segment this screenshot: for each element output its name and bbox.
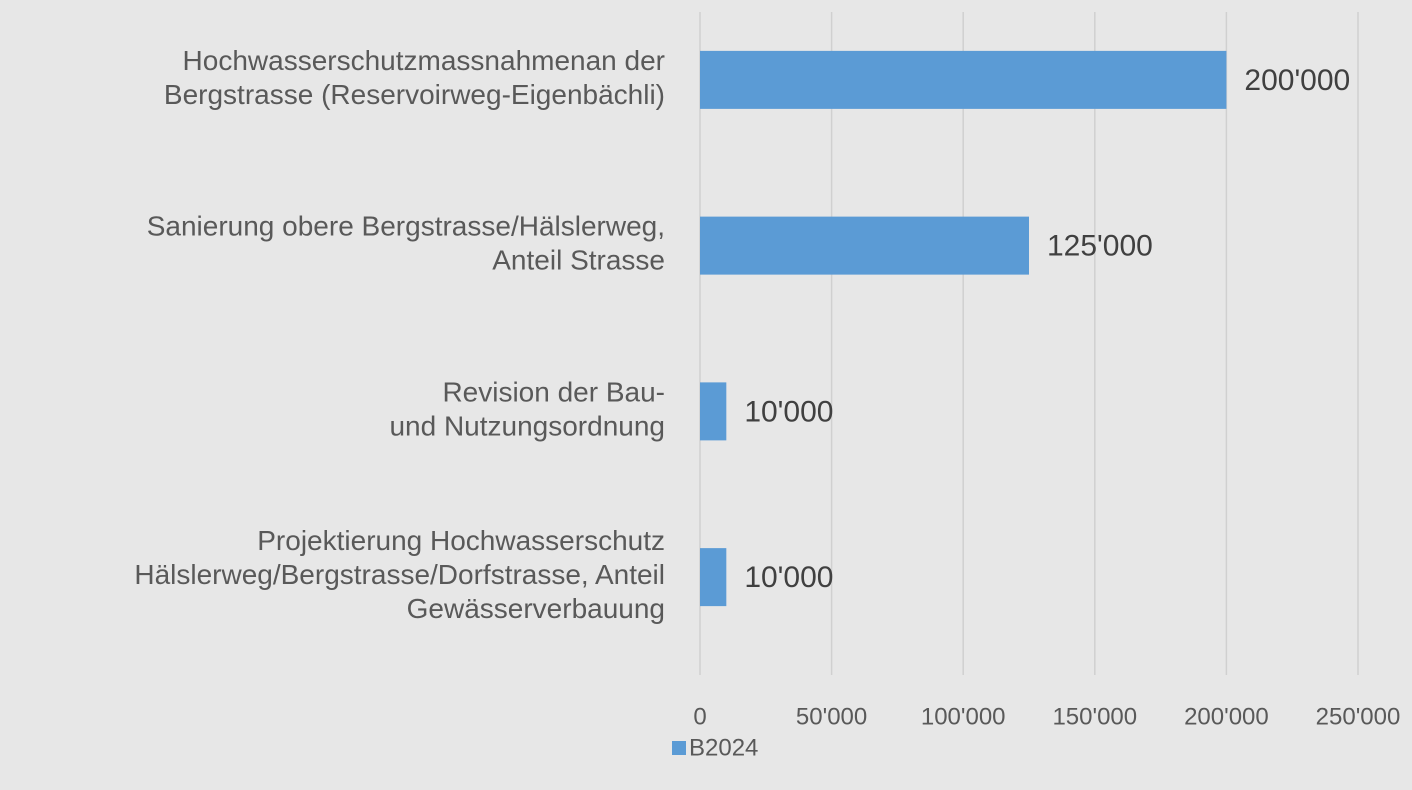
bar xyxy=(700,216,1029,275)
y-tick-label: Sanierung obere Bergstrasse/Hälslerweg, A… xyxy=(147,211,665,276)
x-tick-label: 250'000 xyxy=(1316,703,1401,730)
x-tick-label: 100'000 xyxy=(921,703,1006,730)
value-label: 10'000 xyxy=(744,561,833,594)
value-label: 200'000 xyxy=(1244,64,1350,97)
value-label: 125'000 xyxy=(1047,230,1153,263)
value-label: 10'000 xyxy=(744,395,833,428)
y-tick-label: Hochwasserschutzmassnahmenan der Bergstra… xyxy=(164,45,665,110)
x-tick-label: 50'000 xyxy=(796,703,867,730)
y-tick-label: Revision der Bau-und Nutzungsordnung xyxy=(389,377,665,442)
legend-label: B2024 xyxy=(689,734,758,761)
bar xyxy=(700,382,727,441)
y-tick-label: Projektierung Hochwasserschutz Hälslerweg… xyxy=(134,526,665,625)
legend-swatch xyxy=(672,741,686,755)
x-tick-label: 200'000 xyxy=(1184,703,1269,730)
x-tick-label: 150'000 xyxy=(1052,703,1137,730)
bar xyxy=(700,548,727,607)
bar xyxy=(700,50,1227,109)
x-tick-label: 0 xyxy=(693,703,706,730)
